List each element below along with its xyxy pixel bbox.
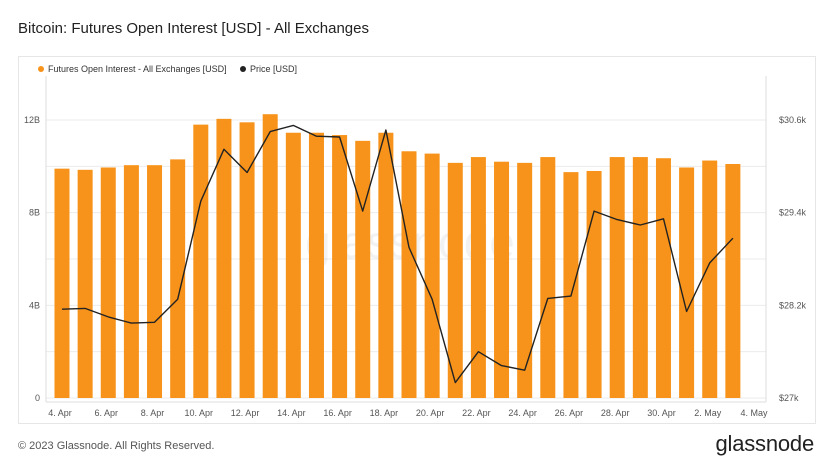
- legend-oi-swatch: [38, 66, 44, 72]
- x-tick-label: 14. Apr: [277, 408, 306, 418]
- oi-bar[interactable]: [123, 165, 139, 398]
- x-tick-label: 6. Apr: [95, 408, 119, 418]
- y-right-tick-label: $29.4k: [779, 208, 807, 218]
- x-tick-label: 8. Apr: [141, 408, 165, 418]
- oi-bar[interactable]: [424, 153, 440, 398]
- x-tick-label: 12. Apr: [231, 408, 260, 418]
- oi-bar[interactable]: [494, 161, 510, 398]
- x-tick-label: 26. Apr: [555, 408, 584, 418]
- oi-bar[interactable]: [239, 122, 255, 399]
- x-tick-label: 2. May: [694, 408, 722, 418]
- legend-oi-label: Futures Open Interest - All Exchanges [U…: [48, 64, 227, 74]
- y-right-tick-label: $28.2k: [779, 300, 807, 310]
- oi-bar[interactable]: [100, 167, 116, 398]
- oi-bar[interactable]: [725, 164, 741, 398]
- oi-bar[interactable]: [193, 124, 209, 398]
- brand-logo: glassnode: [715, 431, 815, 456]
- oi-bar[interactable]: [332, 135, 348, 398]
- oi-bar[interactable]: [470, 157, 486, 398]
- legend-price-swatch: [240, 66, 246, 72]
- oi-bar[interactable]: [54, 168, 70, 398]
- price-line[interactable]: [61, 124, 734, 384]
- x-tick-label: 24. Apr: [508, 408, 537, 418]
- oi-bar[interactable]: [378, 132, 394, 398]
- x-tick-label: 4. May: [740, 408, 768, 418]
- x-tick-label: 4. Apr: [48, 408, 72, 418]
- oi-bar[interactable]: [401, 151, 417, 398]
- y-left-tick-label: 0: [35, 393, 40, 403]
- oi-bar[interactable]: [285, 132, 301, 398]
- oi-bar[interactable]: [447, 162, 463, 398]
- chart-title: Bitcoin: Futures Open Interest [USD] - A…: [18, 20, 369, 37]
- oi-bar[interactable]: [262, 114, 278, 398]
- oi-bar[interactable]: [216, 118, 232, 398]
- y-right-tick-label: $30.6k: [779, 115, 807, 125]
- x-tick-label: 30. Apr: [647, 408, 676, 418]
- y-left-tick-label: 8B: [29, 208, 40, 218]
- oi-bar[interactable]: [563, 172, 579, 398]
- oi-bar[interactable]: [632, 157, 648, 398]
- x-tick-label: 16. Apr: [323, 408, 352, 418]
- oi-bar[interactable]: [517, 162, 533, 398]
- oi-bar[interactable]: [586, 170, 602, 398]
- x-tick-label: 10. Apr: [185, 408, 214, 418]
- oi-bar[interactable]: [609, 157, 625, 398]
- copyright-text: © 2023 Glassnode. All Rights Reserved.: [18, 440, 215, 452]
- x-tick-label: 20. Apr: [416, 408, 445, 418]
- x-tick-label: 28. Apr: [601, 408, 630, 418]
- legend-price-label: Price [USD]: [250, 64, 297, 74]
- x-tick-label: 18. Apr: [370, 408, 399, 418]
- oi-bar[interactable]: [355, 140, 371, 398]
- y-right-tick-label: $27k: [779, 393, 799, 403]
- oi-bar[interactable]: [308, 132, 324, 398]
- x-tick-label: 22. Apr: [462, 408, 491, 418]
- oi-bar[interactable]: [540, 157, 556, 398]
- y-left-tick-label: 12B: [24, 115, 40, 125]
- y-left-tick-label: 4B: [29, 300, 40, 310]
- oi-bar[interactable]: [679, 167, 695, 398]
- oi-bar[interactable]: [655, 158, 671, 398]
- oi-bar[interactable]: [147, 165, 163, 398]
- oi-bar[interactable]: [170, 159, 186, 398]
- oi-bar[interactable]: [77, 169, 93, 398]
- oi-bar[interactable]: [702, 160, 718, 398]
